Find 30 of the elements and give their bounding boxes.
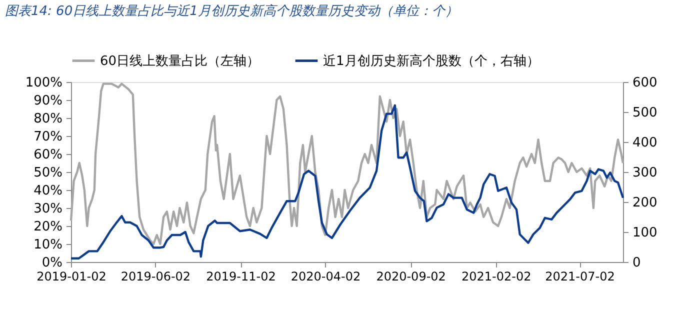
y-tick-label: 30% bbox=[34, 202, 62, 216]
y-tick-label: 40% bbox=[34, 184, 62, 198]
y-tick-label: 100% bbox=[25, 76, 62, 90]
y2-tick-label: 0 bbox=[632, 256, 641, 270]
x-tick-label: 2021-07-02 bbox=[545, 270, 615, 284]
y2-tick-label: 600 bbox=[632, 76, 658, 90]
y-tick-label: 80% bbox=[34, 112, 62, 126]
x-tick-label: 2021-02-02 bbox=[462, 270, 532, 284]
y2-tick-label: 400 bbox=[632, 136, 658, 150]
y2-tick-label: 100 bbox=[632, 226, 658, 240]
y-tick-label: 50% bbox=[34, 166, 62, 180]
x-tick-label: 2020-09-02 bbox=[376, 270, 446, 284]
line-series bbox=[70, 82, 624, 246]
x-tick-label: 2019-01-02 bbox=[36, 270, 106, 284]
x-tick-label: 2020-04-02 bbox=[290, 270, 361, 284]
y2-tick-label: 300 bbox=[632, 166, 658, 180]
y2-tick-label: 200 bbox=[632, 196, 658, 210]
x-tick-label: 2019-06-02 bbox=[120, 270, 191, 284]
y-tick-label: 60% bbox=[34, 148, 62, 162]
legend-label: 60日线上数量占比（左轴） bbox=[100, 54, 260, 69]
legend-label: 近1月创历史新高个股数（个，右轴） bbox=[323, 52, 540, 69]
chart-title: 图表14: 60日线上数量占比与近1月创历史新高个股数量历史变动（单位：个） bbox=[5, 3, 458, 19]
y-tick-label: 20% bbox=[34, 220, 62, 234]
x-tick-label: 2019-11-02 bbox=[206, 270, 276, 284]
y-tick-label: 70% bbox=[34, 130, 62, 144]
y-tick-label: 90% bbox=[34, 94, 62, 108]
y-tick-label: 0% bbox=[42, 256, 62, 270]
line-series bbox=[70, 104, 624, 260]
y-tick-label: 10% bbox=[34, 238, 62, 252]
y2-tick-label: 500 bbox=[632, 106, 658, 120]
